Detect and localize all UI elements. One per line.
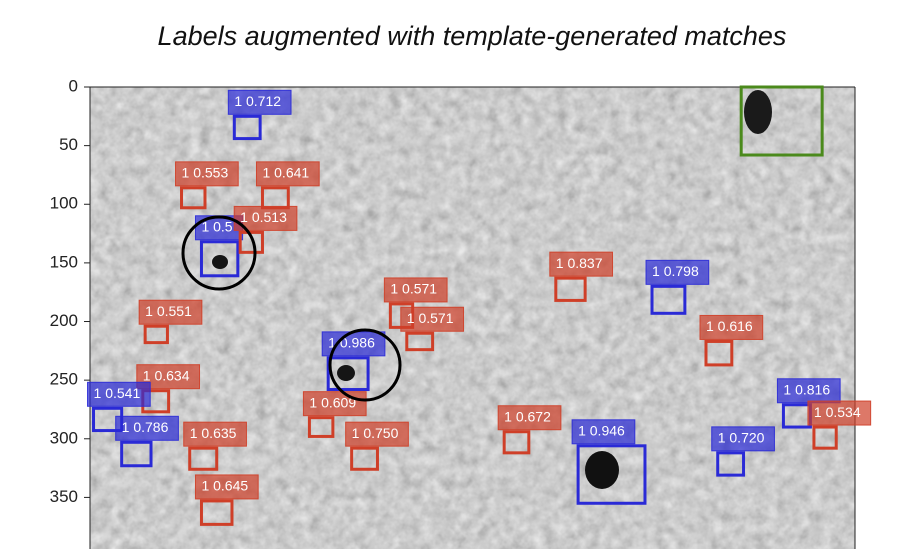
page: {"chart_data": { "type": "image-detectio… bbox=[0, 0, 908, 549]
y-tick-label: 350 bbox=[50, 487, 78, 506]
detection-label: 1 0.571 bbox=[407, 310, 454, 326]
y-tick-label: 300 bbox=[50, 428, 78, 447]
y-tick-label: 200 bbox=[50, 311, 78, 330]
detection-label: 1 0.672 bbox=[504, 408, 551, 424]
detection-label: 1 0.641 bbox=[262, 165, 309, 181]
detection-label: 1 0.712 bbox=[234, 93, 281, 109]
detection-label: 1 0.645 bbox=[201, 478, 248, 494]
detection-label: 1 0.635 bbox=[190, 425, 237, 441]
detection-label: 1 0.513 bbox=[240, 209, 287, 225]
figure: Labels augmented with template-generated… bbox=[0, 0, 908, 549]
detection-label: 1 0.750 bbox=[352, 425, 399, 441]
detection-label: 1 0.534 bbox=[814, 404, 861, 420]
y-tick-label: 50 bbox=[59, 135, 78, 154]
chart-title: Labels augmented with template-generated… bbox=[158, 21, 787, 51]
detection-label: 1 0.634 bbox=[143, 367, 190, 383]
y-tick-label: 150 bbox=[50, 252, 78, 271]
detection-label: 1 0.553 bbox=[182, 165, 229, 181]
detection-label: 1 0.798 bbox=[652, 263, 699, 279]
detection-label: 1 0.541 bbox=[94, 385, 141, 401]
detection-label: 1 0.571 bbox=[390, 281, 437, 297]
y-tick-label: 250 bbox=[50, 370, 78, 389]
detection-label: 1 0.837 bbox=[556, 255, 603, 271]
y-tick-label: 100 bbox=[50, 194, 78, 213]
detection-label: 1 0.946 bbox=[578, 423, 625, 439]
detection-label: 1 0.551 bbox=[145, 303, 192, 319]
detection-label: 1 0.786 bbox=[122, 419, 169, 435]
detection-label: 1 0.816 bbox=[783, 381, 830, 397]
detection-label: 1 0.616 bbox=[706, 318, 753, 334]
detection-label: 1 0.720 bbox=[718, 430, 765, 446]
y-tick-label: 0 bbox=[69, 76, 78, 95]
